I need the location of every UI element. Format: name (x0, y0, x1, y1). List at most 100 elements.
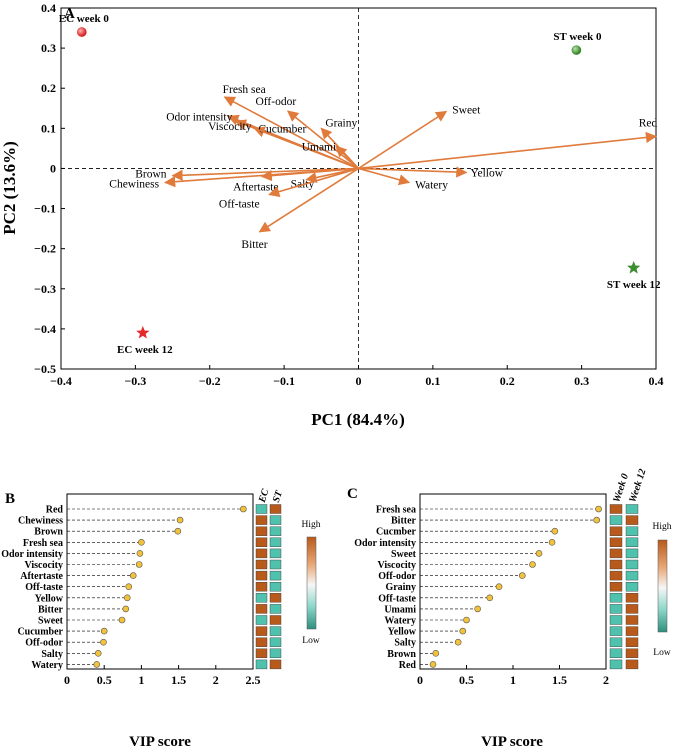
vip-c-heat-cell-week-0 (609, 559, 623, 570)
loading-arrow-bitter (258, 167, 359, 233)
vip-c-vip-dot (518, 572, 526, 579)
loading-label-viscocity: Viscocity (208, 121, 252, 133)
pca-x-axis-ticks: −0.4 −0.3 −0.2 −0.1 0 0.1 0.2 0.3 0.4 (50, 365, 664, 388)
pca-sample-points: EC week 0 ST week 0 EC week 12 ST week 12 (59, 13, 661, 356)
vip-b-row-off-taste: Off-taste (25, 582, 282, 593)
vip-b-column-header-st: ST (271, 489, 285, 504)
vip-b-row-viscocity: Viscocity (24, 559, 282, 571)
vip-b-vip-dot (125, 583, 133, 591)
vip-c-row-grainy: Grainy (385, 582, 639, 593)
vip-c-color-legend: High Low (653, 522, 672, 658)
vip-c-x-tick-label: 0.5 (459, 673, 474, 687)
vip-b-row-label: Brown (34, 527, 63, 538)
vip-c-row-label: Bitter (391, 516, 417, 527)
vip-b-legend-gradient-bar (306, 536, 317, 630)
vip-b-heat-cell-st (269, 593, 282, 603)
vip-b-x-axis-ticks: 0 0.5 1 1.5 2 2.5 (64, 665, 261, 687)
vip-b-heat-cell-ec (255, 593, 268, 603)
vip-c-heat-cell-week-12 (625, 593, 639, 603)
vip-c-x-tick-label: 1.5 (552, 673, 567, 687)
vip-c-heat-cell-week-12 (625, 548, 639, 559)
sample-point-ec-week-0 (77, 27, 87, 37)
vip-c-vip-dot (432, 649, 440, 657)
loading-label-yellow: Yellow (470, 167, 503, 179)
vip-b-heat-cell-ec (255, 648, 268, 658)
vip-b-vip-dot (93, 661, 101, 668)
vip-c-row-label: Sweet (391, 549, 417, 560)
vip-b-heat-cell-ec (255, 637, 268, 647)
vip-c-row-bitter: Bitter (391, 515, 639, 527)
loading-label-odor-intensity: Odor intensity (166, 111, 232, 123)
panel-c-letter: C (347, 486, 358, 502)
pca-y-tick-label: 0.1 (41, 121, 56, 135)
vip-c-vip-dot (551, 527, 559, 535)
vip-c-row-label: Viscocity (377, 560, 416, 571)
vip-c-x-axis-ticks: 0 0.5 1 1.5 2 (417, 665, 609, 687)
pca-x-tick-label: 0.2 (500, 374, 515, 388)
vip-c-x-tick-label: 1 (510, 673, 516, 687)
vip-c-heat-cell-week-0 (609, 648, 623, 658)
sample-label-st-week-12: ST week 12 (607, 279, 661, 291)
loading-label-fresh-sea: Fresh sea (223, 84, 266, 96)
loading-arrow-viscocity (234, 119, 359, 170)
pca-y-tick-label: −0.2 (34, 242, 56, 256)
vip-b-vip-dot (122, 605, 130, 613)
vip-b-x-tick-label: 1 (138, 673, 144, 687)
vip-b-heat-cell-st (269, 504, 282, 514)
vip-b-row-sweet: Sweet (38, 615, 282, 627)
vip-b-row-label: Aftertaste (20, 571, 63, 582)
vip-c-heat-cell-week-0 (609, 570, 623, 581)
vip-b-row-fresh-sea: Fresh sea (23, 537, 282, 549)
vip-c-row-off-taste: Off-taste (378, 593, 639, 604)
vip-c-row-label: Umami (384, 604, 416, 615)
vip-b-heat-cell-ec (255, 504, 268, 514)
vip-b-heat-cell-ec (255, 559, 268, 570)
vip-b-row-label: Odor intensity (1, 549, 63, 560)
vip-b-heat-cell-ec (255, 604, 268, 614)
vip-c-vip-dot (595, 505, 602, 513)
vip-c-heat-cell-week-12 (625, 648, 639, 658)
vip-b-row-label: Red (46, 505, 64, 516)
loading-label-red: Red (639, 117, 658, 129)
vip-c-heat-cell-week-0 (609, 604, 623, 614)
vip-b-x-tick-label: 0 (64, 673, 70, 687)
vip-c-heat-cell-week-12 (625, 537, 639, 547)
vip-c-vip-dot (593, 516, 601, 524)
vip-b-heat-cell-st (269, 582, 282, 592)
loading-label-cucumber: Cucumber (258, 123, 306, 135)
vip-b-row-label: Fresh sea (23, 538, 63, 549)
loading-label-grainy: Grainy (325, 117, 357, 129)
vip-c-heat-cell-week-0 (609, 593, 623, 603)
vip-b-vip-dot (129, 572, 137, 579)
loading-label-chewiness: Chewiness (109, 178, 159, 190)
loading-label-umami: Umami (302, 141, 337, 153)
vip-c-heat-cell-week-12 (625, 582, 639, 592)
vip-b-row-label: Off-odor (25, 638, 63, 649)
vip-c-row-yellow: Yellow (388, 626, 639, 638)
vip-c-vip-dot (548, 538, 556, 546)
vip-b-row-odor-intensity: Odor intensity (1, 548, 282, 560)
vip-c-heat-cell-week-12 (625, 570, 639, 581)
vip-b-x-tick-label: 0.5 (97, 673, 112, 687)
vip-c-row-label: Cucmber (376, 527, 417, 538)
vip-b-row-bitter: Bitter (38, 604, 282, 615)
sample-point-st-week-0 (571, 45, 582, 55)
vip-c-row-label: Yellow (388, 627, 417, 638)
vip-c-row-red: Red (399, 659, 639, 671)
vip-b-vip-dot (118, 616, 126, 624)
sample-point-ec-week-12 (136, 325, 150, 339)
vip-b-vip-dot (174, 527, 182, 535)
loading-label-aftertaste: Aftertaste (233, 181, 278, 193)
vip-b-row-label: Off-taste (25, 582, 63, 593)
vip-b-vip-dot (240, 505, 247, 513)
vip-b-vip-dot (138, 538, 145, 546)
vip-b-vip-dot (136, 550, 144, 557)
vip-b-heat-cell-st (269, 537, 282, 547)
vip-b-legend-low: Low (302, 636, 320, 646)
vip-b-row-label: Yellow (35, 593, 64, 604)
vip-c-row-cucmber: Cucmber (376, 526, 639, 538)
vip-b-row-chewiness: Chewiness (18, 515, 282, 527)
